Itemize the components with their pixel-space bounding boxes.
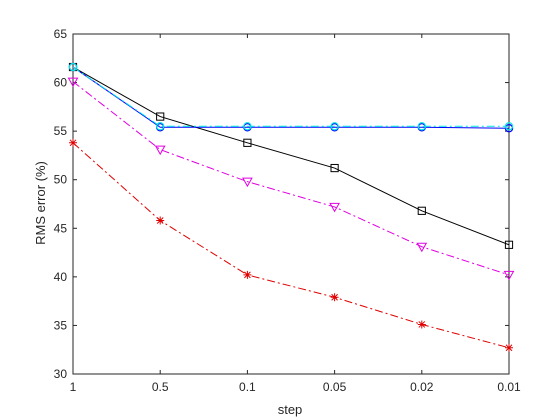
data-point bbox=[156, 112, 165, 121]
series-line bbox=[72, 81, 510, 276]
series-line bbox=[72, 142, 510, 349]
data-point bbox=[243, 270, 252, 279]
series-1 bbox=[68, 62, 514, 249]
x-tick-label: 0.01 bbox=[497, 380, 521, 394]
data-point bbox=[417, 320, 426, 329]
x-tick-label: 0.1 bbox=[239, 380, 256, 394]
data-point bbox=[242, 177, 253, 188]
data-point bbox=[243, 138, 252, 147]
data-point bbox=[156, 216, 165, 225]
data-point bbox=[503, 270, 515, 281]
data-point bbox=[69, 138, 77, 147]
data-point bbox=[329, 202, 340, 213]
x-tick-label: 0.5 bbox=[152, 380, 169, 394]
data-point bbox=[505, 343, 513, 352]
y-axis-label: RMS error (%) bbox=[33, 161, 48, 245]
data-point bbox=[243, 122, 252, 131]
y-tick-label: 55 bbox=[54, 124, 68, 138]
y-tick-label: 45 bbox=[54, 221, 68, 235]
data-point bbox=[417, 122, 426, 131]
data-point bbox=[504, 240, 514, 249]
y-tick-label: 30 bbox=[54, 367, 68, 381]
y-tick-label: 65 bbox=[54, 27, 68, 41]
data-point bbox=[330, 163, 339, 173]
series-3 bbox=[68, 62, 514, 131]
data-point bbox=[154, 145, 166, 156]
data-point bbox=[67, 77, 79, 88]
series-layer bbox=[67, 62, 515, 352]
data-point bbox=[504, 122, 514, 131]
series-line bbox=[72, 66, 510, 129]
series-5 bbox=[69, 138, 513, 352]
series-line bbox=[72, 66, 509, 127]
series-line bbox=[72, 66, 510, 246]
series-2 bbox=[68, 62, 514, 133]
x-axis-label: step bbox=[278, 402, 303, 417]
x-tick-label: 0.05 bbox=[323, 380, 347, 394]
data-point bbox=[416, 242, 428, 253]
y-tick-label: 35 bbox=[54, 318, 68, 332]
x-tick-label: 1 bbox=[70, 380, 77, 394]
axes: 30 35 40 45 50 55 60 65 1 0.5 0.1 0.05 0.02 0.01 bbox=[54, 27, 521, 394]
y-tick-label: 40 bbox=[54, 270, 68, 284]
plot-area-box bbox=[72, 33, 510, 375]
x-tick-label: 0.02 bbox=[410, 380, 434, 394]
data-point bbox=[330, 122, 339, 131]
data-point bbox=[155, 122, 165, 131]
data-point bbox=[417, 206, 426, 215]
y-tick-label: 50 bbox=[54, 173, 68, 187]
series-4 bbox=[67, 77, 515, 281]
y-tick-label: 60 bbox=[54, 76, 68, 90]
data-point bbox=[330, 293, 339, 302]
data-point bbox=[68, 62, 78, 72]
